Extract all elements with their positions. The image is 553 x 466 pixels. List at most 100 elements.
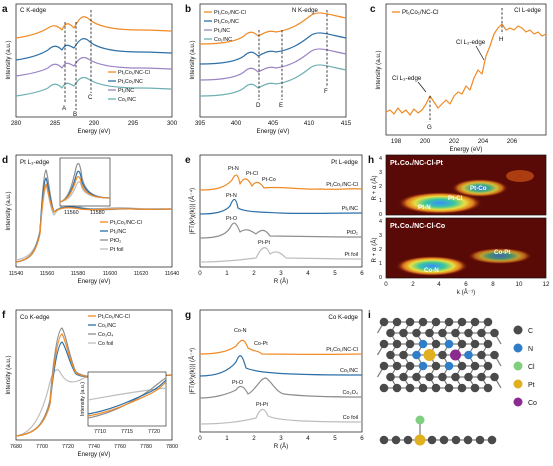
panel-f-ylabel: Intensity (a.u.) — [5, 355, 12, 394]
atom-c — [464, 372, 473, 382]
atom-c — [477, 372, 486, 382]
panel-b-xlabel: Energy (eV) — [256, 128, 289, 135]
panel-a-letter: a — [2, 4, 8, 15]
panel-h-xlabel: k (Å⁻¹) — [457, 289, 475, 296]
tick: 415 — [341, 120, 352, 127]
tick: 400 — [231, 120, 242, 127]
h-label: Pt-Co — [470, 185, 487, 192]
tick: 2 — [252, 270, 256, 277]
spectrum-pt1co1-nc-cl — [385, 23, 547, 116]
panel-f-inset — [87, 371, 167, 427]
atom-c — [483, 317, 493, 327]
curve-co-foil — [199, 408, 363, 425]
tick: 198 — [391, 138, 402, 145]
tick: 0 — [198, 435, 202, 442]
atom-c — [431, 383, 441, 393]
curve-co1-nc — [199, 355, 363, 377]
panel-h-ylabel-bottom: R + α (Å) — [371, 237, 378, 262]
tick: 295 — [128, 120, 139, 127]
tick: 6 — [360, 270, 364, 277]
tick: 3 — [379, 170, 382, 176]
annot-cl-l2: Cl L₂-edge — [456, 39, 486, 46]
peak-label: Pt-Co — [262, 177, 276, 183]
panel-g-edge: Co K-edge — [328, 314, 358, 321]
panel-h-ylabel-top: R + α (Å) — [371, 175, 378, 200]
spectrum-pt1co1-nc-cl — [15, 16, 173, 39]
marker-f: F — [324, 88, 328, 95]
tick: 200 — [420, 138, 431, 145]
atom-c — [470, 339, 480, 349]
atom-c — [392, 361, 402, 371]
tick: 0 — [379, 275, 382, 281]
panel-g-xticks: 0 1 2 3 4 5 6 — [198, 435, 364, 442]
panel-f-xlabel: Energy (eV) — [77, 451, 110, 458]
atom-c — [444, 317, 454, 327]
panel-h-xticks: 0 2 4 6 8 10 12 — [384, 281, 550, 288]
curve-pt1co1-nc-cl — [199, 339, 363, 356]
curve-label: Pt foil — [345, 252, 358, 258]
curve-label: Pt₁Co₁/NC-Cl — [326, 182, 358, 188]
atom-c — [463, 435, 473, 445]
atom-co-icon — [513, 397, 523, 407]
atom-c — [392, 383, 402, 393]
spectrum-co1-nc — [15, 76, 173, 97]
tick: 7740 — [88, 444, 100, 450]
tick: 7720 — [62, 444, 74, 450]
panel-a-xticks: 280 285 290 295 300 — [11, 120, 178, 127]
tick: 3 — [279, 270, 283, 277]
legend-item: Pt — [528, 382, 535, 389]
legend-item: Pt₁Co₁/NC — [118, 79, 143, 85]
annot-cl-l3: Cl L₃-edge — [392, 75, 422, 82]
atom-c — [405, 317, 415, 327]
tick: 10 — [516, 281, 523, 288]
h-label: Pt-N — [418, 204, 431, 211]
atom-c — [427, 435, 437, 445]
atom-pt-icon — [513, 379, 523, 389]
panel-b-ylabel: Intensity (a.u.) — [189, 40, 196, 79]
inset-co1-nc — [87, 379, 167, 415]
legend-item: Co₁/NC — [118, 97, 136, 103]
atom-c — [457, 383, 467, 393]
marker-c: C — [88, 94, 93, 101]
tick: 7700 — [36, 444, 48, 450]
atom-c-icon — [513, 325, 523, 335]
atom-n — [464, 350, 473, 360]
curve-label: Co₁/NC — [340, 368, 358, 374]
curve-label: PtO₂ — [347, 230, 358, 236]
panel-d-frame — [15, 154, 173, 268]
atom-c — [379, 339, 389, 349]
tick: 202 — [449, 138, 460, 145]
peak-label: Co-Pt — [254, 341, 268, 347]
legend-item: Pt₁Co₁/NC-Cl — [98, 314, 130, 320]
tick: 405 — [268, 120, 279, 127]
tick: 1 — [379, 261, 382, 267]
spectrum-pt1-nc — [199, 48, 347, 81]
tick: 5 — [333, 270, 337, 277]
atom-c — [431, 361, 441, 371]
spectrum-pt1co1-nc-cl — [15, 183, 173, 263]
atom-c — [490, 328, 499, 338]
curve-label: Pt₁Co₁/NC-Cl — [326, 347, 358, 353]
peak-label: Pt-Pt — [256, 402, 268, 408]
atom-c — [431, 339, 441, 349]
tick: 4 — [379, 219, 382, 225]
panel-d: d Pt L₃-edge Intensity (a.u.) 11540 1156… — [2, 154, 179, 285]
atom-pt — [414, 434, 426, 446]
atom-c — [457, 317, 467, 327]
tick: 11600 — [103, 271, 118, 277]
panel-c-letter: c — [370, 4, 376, 15]
inset-tick: 7720 — [148, 429, 160, 435]
tick: 3 — [379, 233, 382, 239]
atom-c — [470, 383, 480, 393]
legend-item: Pt₁/NC — [118, 88, 134, 94]
atom-c — [475, 435, 485, 445]
peak-label: Pt-O — [232, 380, 243, 386]
tick: 0 — [379, 212, 382, 218]
tick: 7760 — [114, 444, 126, 450]
atom-n — [418, 361, 428, 371]
atom-c — [490, 372, 499, 382]
atom-c — [457, 361, 467, 371]
heat-region — [396, 256, 468, 276]
atom-c — [483, 361, 493, 371]
